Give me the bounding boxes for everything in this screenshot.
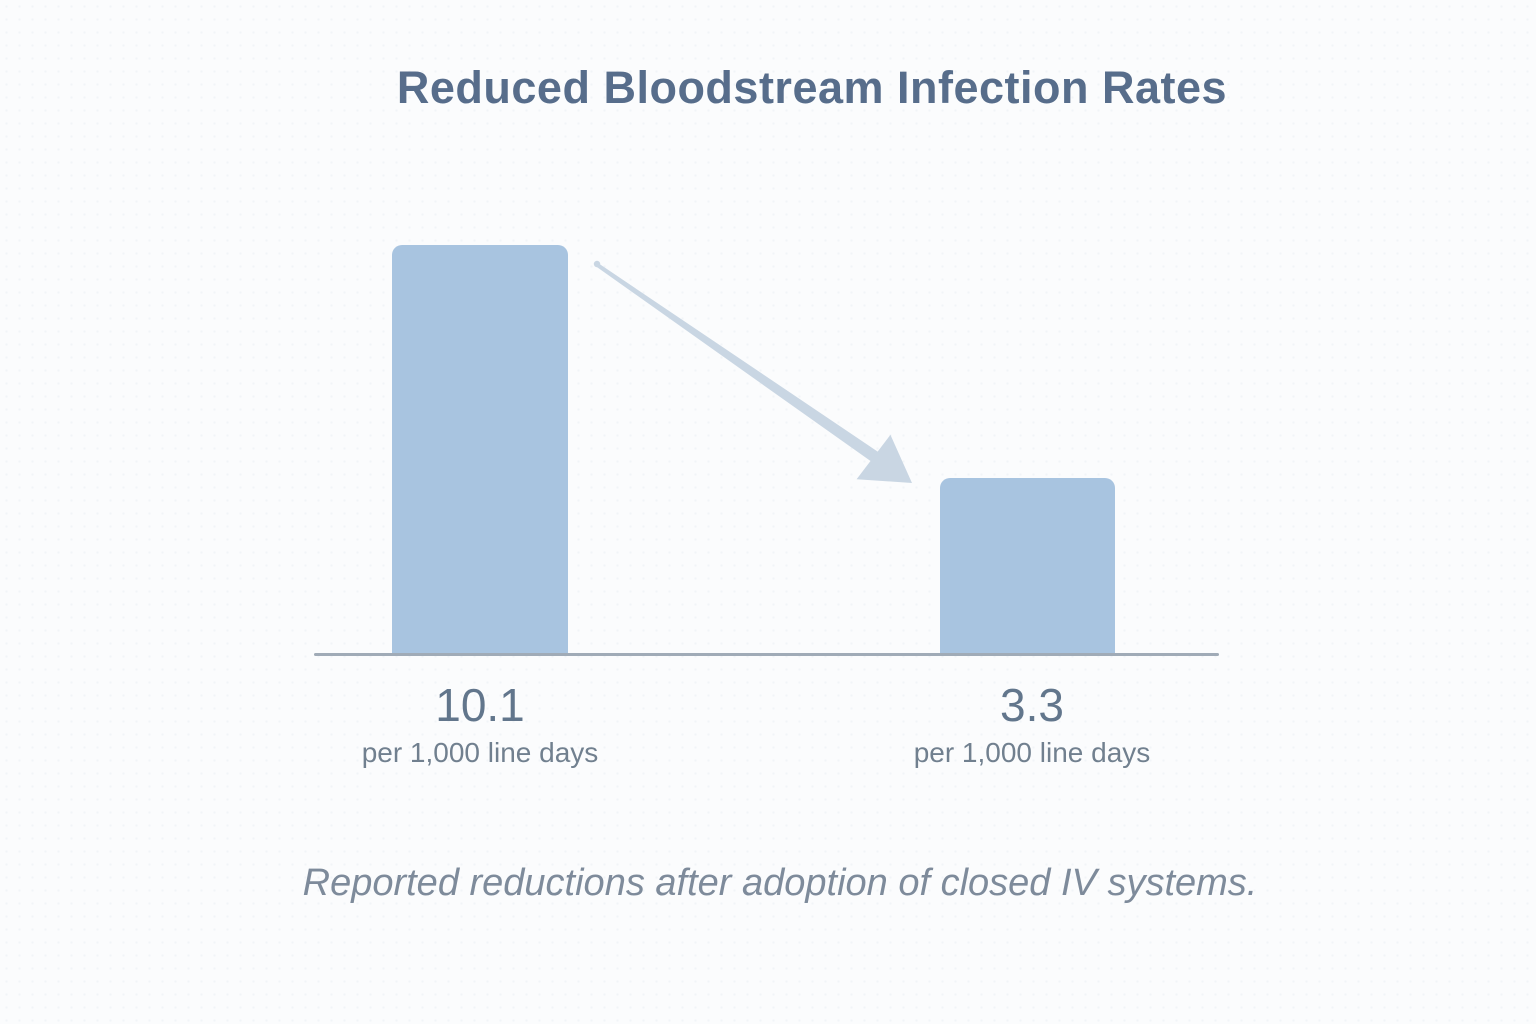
bar-unit-label-after: per 1,000 line days: [913, 737, 1151, 768]
chart-title: Reduced Bloodstream Infection Rates: [396, 62, 1228, 113]
bar-value-after: 3.3: [1000, 679, 1064, 731]
bar-value-before: 10.1: [435, 679, 525, 731]
bar-label-group-before: 10.1 per 1,000 line days: [310, 682, 650, 769]
bar-label-group-after: 3.3 per 1,000 line days: [862, 682, 1202, 769]
bar-before-adoption: [392, 245, 568, 655]
chart-caption: Reported reductions after adoption of cl…: [302, 862, 1258, 904]
x-axis-baseline: [314, 653, 1219, 656]
bar-after-adoption: [940, 478, 1115, 655]
bar-unit-label-before: per 1,000 line days: [361, 737, 599, 768]
